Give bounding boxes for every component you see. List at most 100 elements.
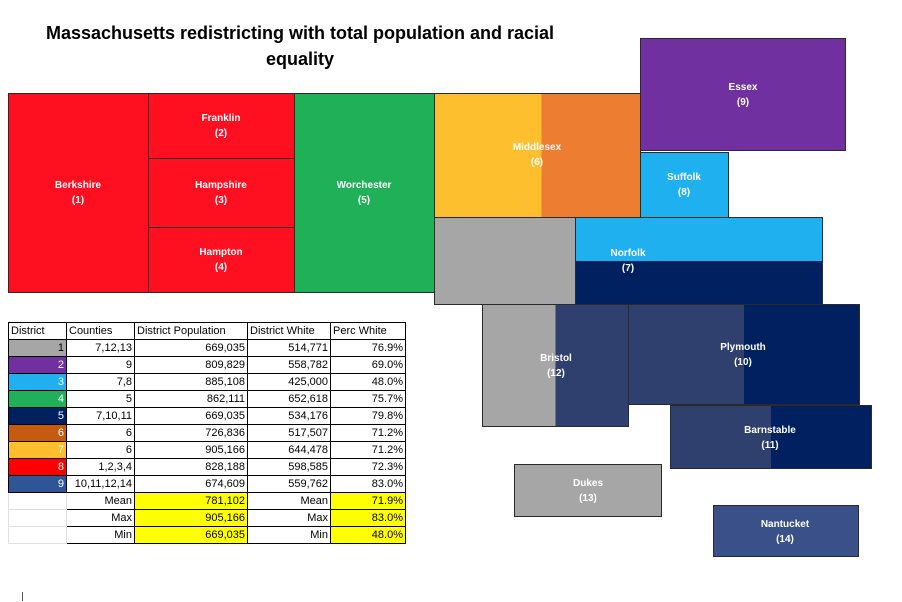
district-cell: 6 [8, 424, 67, 442]
population-cell: 809,829 [134, 356, 248, 374]
label-plymouth: Plymouth (10) [720, 342, 766, 368]
table-row: 9 10,11,12,14 674,609 559,762 83.0% [8, 475, 406, 493]
county-plymouth[interactable] [628, 304, 860, 405]
perc-cell: 69.0% [330, 356, 406, 374]
counties-cell: 6 [66, 424, 135, 442]
label-franklin: Franklin (2) [201, 113, 241, 139]
population-cell: 669,035 [134, 407, 248, 425]
perc-cell: 76.9% [330, 339, 406, 357]
table-row: 2 9 809,829 558,782 69.0% [8, 356, 406, 374]
summary-label: Max [66, 509, 135, 527]
population-cell: 885,108 [134, 373, 248, 391]
table-row: 5 7,10,11 669,035 534,176 79.8% [8, 407, 406, 425]
perc-cell: 75.7% [330, 390, 406, 408]
label-suffolk: Suffolk (8) [667, 172, 701, 198]
table-row: 1 7,12,13 669,035 514,771 76.9% [8, 339, 406, 357]
county-nantucket[interactable] [713, 505, 859, 557]
district-cell: 4 [8, 390, 67, 408]
table-header-row: District Counties District Population Di… [8, 322, 406, 340]
counties-cell: 1,2,3,4 [66, 458, 135, 476]
table-row: 4 5 862,111 652,618 75.7% [8, 390, 406, 408]
summary-label2: Min [247, 526, 331, 544]
blank-cell [8, 526, 67, 544]
label-hampshire: Hampshire (3) [195, 180, 247, 206]
summary-perc: 71.9% [330, 492, 406, 510]
county-norfolk[interactable] [575, 217, 823, 305]
table-row: 7 6 905,166 644,478 71.2% [8, 441, 406, 459]
perc-cell: 83.0% [330, 475, 406, 493]
summary-population: 905,166 [134, 509, 248, 527]
perc-cell: 72.3% [330, 458, 406, 476]
chart-title: Massachusetts redistricting with total p… [45, 23, 555, 69]
population-cell: 674,609 [134, 475, 248, 493]
summary-label: Min [66, 526, 135, 544]
table-row: 6 6 726,836 517,507 71.2% [8, 424, 406, 442]
summary-population: 781,102 [134, 492, 248, 510]
table-row: 3 7,8 885,108 425,000 48.0% [8, 373, 406, 391]
population-cell: 905,166 [134, 441, 248, 459]
perc-cell: 48.0% [330, 373, 406, 391]
summary-perc: 48.0% [330, 526, 406, 544]
summary-label2: Mean [247, 492, 331, 510]
counties-cell: 7,10,11 [66, 407, 135, 425]
county-middlesex[interactable] [434, 93, 641, 218]
district-cell: 8 [8, 458, 67, 476]
population-cell: 828,188 [134, 458, 248, 476]
county-suffolk[interactable] [640, 152, 729, 218]
label-berkshire: Berkshire (1) [54, 180, 102, 206]
summary-population: 669,035 [134, 526, 248, 544]
summary-perc: 83.0% [330, 509, 406, 527]
population-cell: 862,111 [134, 390, 248, 408]
white-cell: 534,176 [247, 407, 331, 425]
label-nantucket: Nantucket (14) [760, 519, 810, 545]
district-cell: 2 [8, 356, 67, 374]
white-cell: 425,000 [247, 373, 331, 391]
population-cell: 669,035 [134, 339, 248, 357]
perc-cell: 71.2% [330, 441, 406, 459]
blank-cell [8, 509, 67, 527]
header-white: District White [247, 322, 331, 340]
county-essex[interactable] [640, 38, 846, 151]
district-cell: 3 [8, 373, 67, 391]
white-cell: 652,618 [247, 390, 331, 408]
white-cell: 559,762 [247, 475, 331, 493]
table-row: 8 1,2,3,4 828,188 598,585 72.3% [8, 458, 406, 476]
summary-label: Mean [66, 492, 135, 510]
county-worchester[interactable] [294, 93, 435, 293]
summary-row: Mean 781,102 Mean 71.9% [8, 492, 406, 510]
label-middlesex: Middlesex (6) [512, 142, 562, 168]
counties-cell: 5 [66, 390, 135, 408]
header-district: District [8, 322, 67, 340]
county-bristol[interactable] [482, 304, 629, 427]
county-barnstable[interactable] [670, 405, 872, 469]
counties-cell: 6 [66, 441, 135, 459]
perc-cell: 79.8% [330, 407, 406, 425]
counties-cell: 7,8 [66, 373, 135, 391]
blank-cell [8, 492, 67, 510]
label-norfolk: Norfolk (7) [610, 248, 646, 274]
perc-cell: 71.2% [330, 424, 406, 442]
district-cell: 7 [8, 441, 67, 459]
label-bristol: Bristol (12) [540, 353, 572, 379]
county-unlabeled-gray[interactable] [434, 217, 576, 305]
county-dukes[interactable] [514, 464, 662, 517]
district-stats-table: District Counties District Population Di… [8, 322, 406, 544]
header-population: District Population [134, 322, 248, 340]
summary-row: Min 669,035 Min 48.0% [8, 526, 406, 544]
label-essex: Essex (9) [728, 82, 758, 108]
district-cell: 5 [8, 407, 67, 425]
counties-cell: 7,12,13 [66, 339, 135, 357]
county-hampton[interactable] [148, 227, 295, 293]
text-cursor [22, 592, 23, 601]
label-dukes: Dukes (13) [572, 478, 603, 504]
white-cell: 514,771 [247, 339, 331, 357]
district-cell: 9 [8, 475, 67, 493]
counties-cell: 9 [66, 356, 135, 374]
county-franklin[interactable] [148, 93, 295, 159]
population-cell: 726,836 [134, 424, 248, 442]
label-worchester: Worchester (5) [336, 180, 392, 206]
white-cell: 517,507 [247, 424, 331, 442]
label-hampton: Hampton (4) [199, 247, 243, 273]
white-cell: 598,585 [247, 458, 331, 476]
county-berkshire[interactable] [8, 93, 149, 293]
